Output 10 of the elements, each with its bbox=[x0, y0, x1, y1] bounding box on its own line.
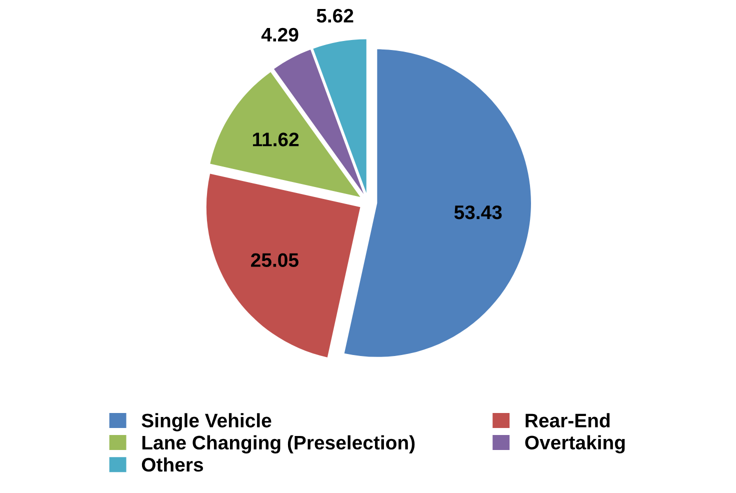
data-label: 25.05 bbox=[251, 253, 298, 267]
legend-label: Lane Changing (Preselection) bbox=[142, 435, 415, 454]
legend-label: Overtaking bbox=[525, 435, 625, 454]
legend-label: Others bbox=[142, 457, 203, 472]
data-label: 5.62 bbox=[316, 8, 354, 23]
data-label: 11.62 bbox=[252, 132, 299, 146]
data-label: 53.43 bbox=[454, 205, 502, 220]
data-label: 4.29 bbox=[261, 28, 298, 42]
legend-label: Single Vehicle bbox=[142, 413, 272, 432]
legend-label: Rear-End bbox=[526, 413, 610, 428]
